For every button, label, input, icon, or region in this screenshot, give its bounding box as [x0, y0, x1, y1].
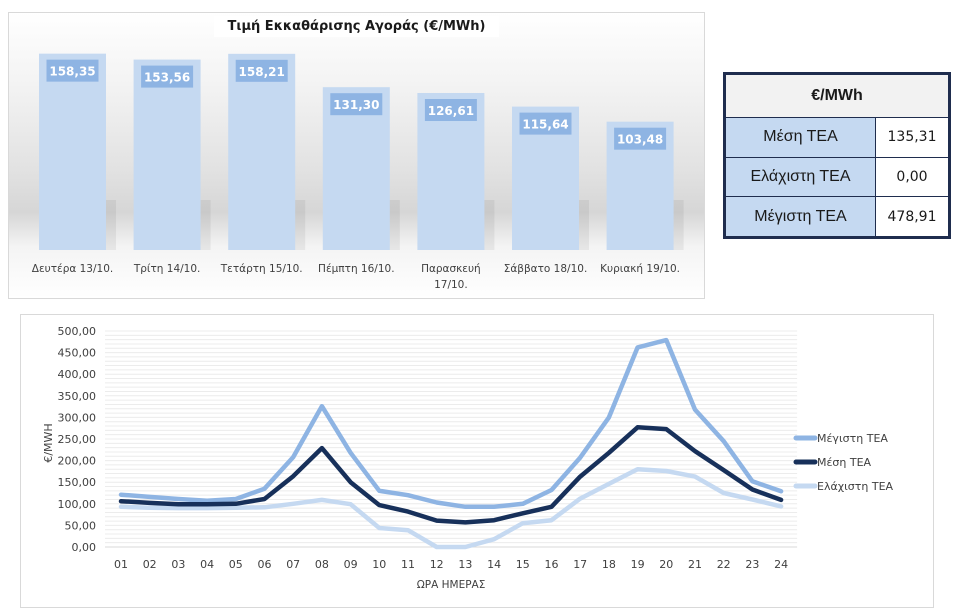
x-tick-label: 13	[458, 558, 472, 571]
hourly-price-line-chart: 0,00 50,00 100,00 150,00 200,00 250,00 300,00 3…	[20, 314, 934, 608]
y-axis-title: €/MWH	[42, 423, 55, 462]
bar-category-label: Σάββατο 18/10.	[504, 263, 588, 275]
summary-label: Ελάχιστη ΤΕΑ	[725, 156, 876, 198]
y-tick-label: 350,00	[58, 390, 97, 403]
bar	[39, 53, 106, 251]
bar-chart-title-text: Τιμή Εκκαθάρισης Αγοράς (€/MWh)	[213, 16, 500, 37]
y-tick-label: 400,00	[58, 368, 97, 381]
x-tick-label: 03	[171, 558, 185, 571]
summary-row-min: Ελάχιστη ΤΕΑ 0,00	[725, 156, 949, 198]
y-tick-label: 300,00	[58, 411, 97, 424]
x-tick-label: 05	[229, 558, 243, 571]
bar-data-label-bg	[330, 93, 383, 116]
summary-row-mean: Μέση ΤΕΑ 135,31	[725, 117, 949, 158]
bar-data-label-bg	[46, 59, 99, 82]
y-tick-label: 100,00	[58, 498, 97, 511]
x-tick-label: 20	[659, 558, 673, 571]
x-tick-label: 22	[717, 558, 731, 571]
x-tick-label: 11	[401, 558, 415, 571]
bar-category-label: Τρίτη 14/10.	[133, 263, 201, 275]
x-tick-label: 12	[430, 558, 444, 571]
y-tick-label: 150,00	[58, 476, 97, 489]
bar-category-label: Δευτέρα 13/10.	[32, 263, 113, 275]
x-tick-label: 06	[258, 558, 272, 571]
line-chart-plot: 0,00 50,00 100,00 150,00 200,00 250,00 300,00 3…	[42, 325, 894, 591]
bar-data-label-bg	[141, 65, 194, 88]
y-tick-label: 250,00	[58, 433, 97, 446]
daily-price-bar-chart: Τιμή Εκκαθάρισης Αγοράς (€/MWh) 158,35 Δε…	[8, 12, 705, 299]
bar-chart-title: Τιμή Εκκαθάρισης Αγοράς (€/MWh)	[9, 16, 704, 37]
y-tick-label: 50,00	[65, 519, 97, 532]
summary-table-header: €/MWh	[725, 74, 949, 118]
x-tick-label: 18	[602, 558, 616, 571]
summary-table: €/MWh Μέση ΤΕΑ 135,31 Ελάχιστη ΤΕΑ 0,00 …	[723, 72, 951, 239]
bar-data-label: 103,48	[617, 133, 663, 147]
bar-data-label: 115,64	[522, 118, 568, 132]
x-tick-label: 02	[143, 558, 157, 571]
bar-data-label: 158,35	[49, 65, 95, 79]
bar-data-label: 158,21	[239, 65, 285, 79]
x-tick-label: 07	[286, 558, 300, 571]
series-line-1	[118, 425, 784, 525]
summary-value: 0,00	[875, 156, 949, 198]
bar-data-label: 131,30	[333, 98, 379, 112]
bar-data-label: 153,56	[144, 71, 190, 85]
bar-data-label-bg	[519, 112, 572, 135]
summary-value: 478,91	[875, 196, 949, 237]
bar-chart-plot: 158,35 Δευτέρα 13/10. 153,56 Τρίτη 14/10. 15…	[32, 53, 684, 291]
bar-data-label: 126,61	[428, 104, 474, 118]
bar	[228, 53, 296, 251]
bar-category-label: 17/10.	[434, 279, 468, 291]
x-tick-label: 10	[372, 558, 386, 571]
bar-data-label-bg	[235, 59, 288, 82]
bar-category-label: Κυριακή 19/10.	[600, 263, 680, 275]
x-tick-label: 17	[573, 558, 587, 571]
legend-label: Μέση ΤΕΑ	[817, 456, 872, 469]
y-tick-label: 500,00	[58, 325, 97, 338]
x-tick-label: 24	[774, 558, 788, 571]
bar	[133, 59, 201, 250]
x-tick-label: 23	[745, 558, 759, 571]
x-tick-label: 19	[631, 558, 645, 571]
series-line-2	[118, 466, 784, 550]
legend-label: Ελάχιστη ΤΕΑ	[817, 480, 894, 493]
bar-category-label: Τετάρτη 15/10.	[220, 263, 303, 275]
x-tick-label: 01	[114, 558, 128, 571]
x-tick-label: 08	[315, 558, 329, 571]
bar-category-label: Πέμπτη 16/10.	[318, 263, 394, 275]
y-tick-label: 0,00	[72, 541, 97, 554]
summary-label: Μέγιστη ΤΕΑ	[725, 196, 876, 237]
x-axis-title: ΩΡΑ ΗΜΕΡΑΣ	[417, 579, 486, 591]
y-tick-label: 450,00	[58, 347, 97, 360]
summary-label: Μέση ΤΕΑ	[725, 117, 876, 158]
x-tick-label: 15	[516, 558, 530, 571]
bar-data-label-bg	[424, 99, 477, 122]
x-tick-label: 04	[200, 558, 214, 571]
legend-label: Μέγιστη ΤΕΑ	[817, 432, 888, 445]
bar-category-label: Παρασκευή	[421, 263, 481, 275]
x-tick-label: 14	[487, 558, 501, 571]
bar-data-label-bg	[614, 127, 667, 150]
x-tick-label: 16	[545, 558, 559, 571]
summary-row-max: Μέγιστη ΤΕΑ 478,91	[725, 196, 949, 237]
x-tick-label: 21	[688, 558, 702, 571]
summary-value: 135,31	[875, 117, 949, 158]
y-tick-label: 200,00	[58, 455, 97, 468]
x-tick-label: 09	[344, 558, 358, 571]
series-line-0	[118, 337, 784, 510]
